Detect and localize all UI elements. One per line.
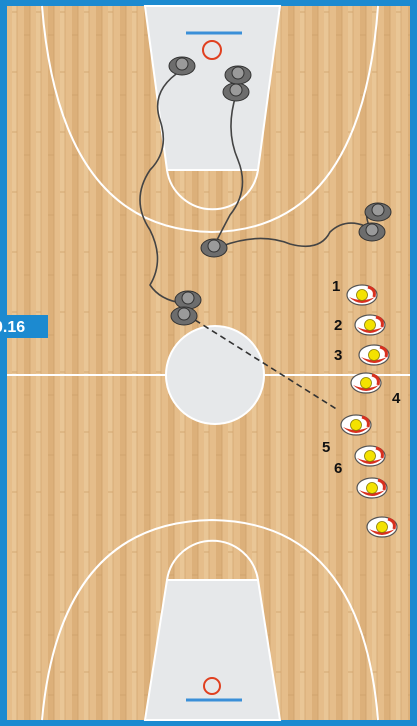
player-label: 1 [332, 278, 340, 295]
player-label: 5 [322, 439, 330, 456]
badge-label: 0.16 [0, 319, 25, 336]
pass-line [194, 319, 339, 411]
player-label: 3 [334, 347, 342, 364]
cut-paths [139, 69, 381, 304]
player-label: 6 [334, 460, 342, 477]
court-lines [7, 5, 410, 721]
player-label: 2 [334, 317, 342, 334]
hoops [186, 31, 242, 702]
player-label: 4 [392, 390, 401, 407]
badge-box [0, 315, 48, 338]
